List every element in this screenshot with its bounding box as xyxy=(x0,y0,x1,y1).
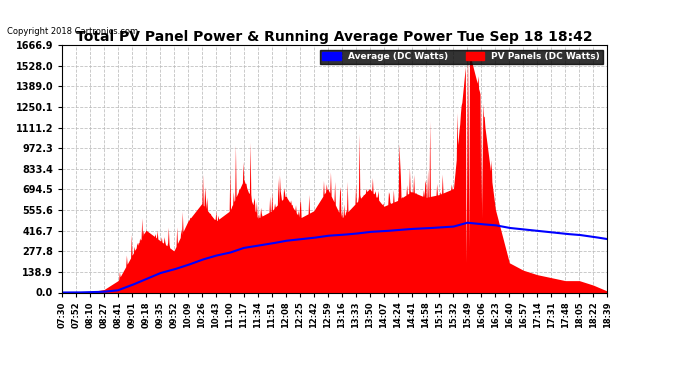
Text: Copyright 2018 Cartronics.com: Copyright 2018 Cartronics.com xyxy=(7,27,138,36)
Title: Total PV Panel Power & Running Average Power Tue Sep 18 18:42: Total PV Panel Power & Running Average P… xyxy=(77,30,593,44)
Legend: Average (DC Watts), PV Panels (DC Watts): Average (DC Watts), PV Panels (DC Watts) xyxy=(319,50,602,64)
